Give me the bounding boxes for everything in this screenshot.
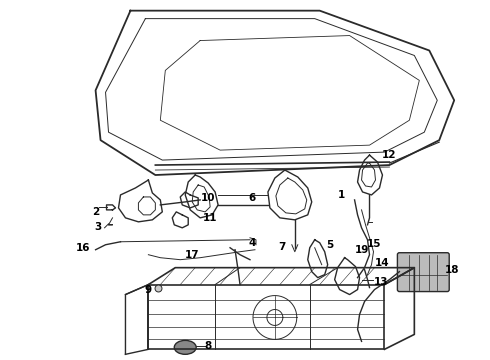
Ellipse shape [174, 340, 196, 354]
Text: 4: 4 [248, 238, 256, 248]
Text: 15: 15 [367, 239, 382, 249]
Text: 10: 10 [201, 193, 216, 203]
Text: 16: 16 [75, 243, 90, 253]
Text: 7: 7 [278, 242, 286, 252]
Text: 3: 3 [94, 222, 101, 232]
Text: 2: 2 [92, 207, 99, 217]
Text: 1: 1 [338, 190, 345, 200]
Text: 14: 14 [375, 258, 390, 268]
Text: 18: 18 [445, 265, 460, 275]
Text: 12: 12 [382, 150, 397, 160]
Text: 9: 9 [145, 284, 152, 294]
Text: 19: 19 [354, 245, 369, 255]
Text: 8: 8 [204, 341, 212, 351]
Text: 6: 6 [248, 193, 256, 203]
Text: 11: 11 [203, 213, 218, 223]
FancyBboxPatch shape [397, 253, 449, 292]
Text: 13: 13 [374, 276, 389, 287]
Text: 5: 5 [326, 240, 333, 250]
Text: 17: 17 [185, 250, 199, 260]
